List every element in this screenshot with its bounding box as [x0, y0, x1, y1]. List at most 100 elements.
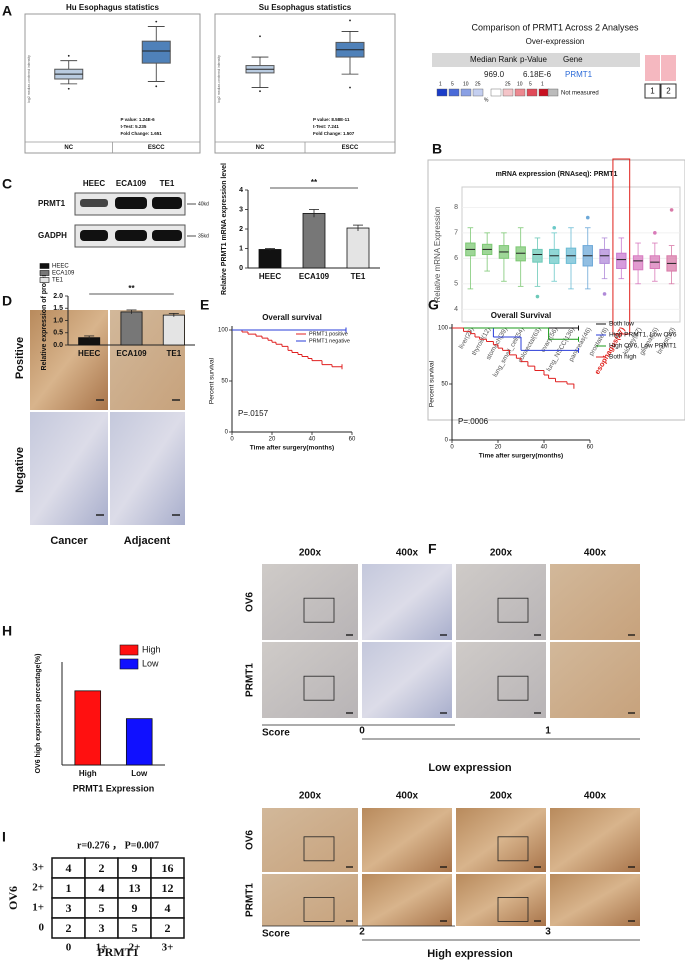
- y-tick-label: 0: [445, 438, 449, 444]
- x-tick-label: 60: [349, 437, 356, 443]
- legend-label: High OV6, Low PRMT1: [609, 343, 677, 350]
- y-tick-label: 1.0: [53, 317, 63, 324]
- chart-title: Hu Esophagus statistics: [66, 3, 159, 12]
- panel-frame: [214, 13, 396, 154]
- highlight-box: [612, 158, 631, 335]
- count-cell: 3: [66, 901, 72, 915]
- zoom-box: [303, 597, 335, 623]
- y-tick-label: 0: [239, 265, 243, 272]
- x-tick-label: ECA109: [299, 272, 330, 281]
- ihc-image: [550, 564, 640, 640]
- box: [141, 40, 171, 64]
- not-measured: Not measured: [561, 91, 599, 97]
- row-axis-label: OV6: [6, 886, 20, 910]
- survival-step: [307, 356, 312, 360]
- row-label: 1+: [32, 902, 44, 914]
- legend-swatch: [39, 277, 50, 283]
- score-value: 2: [359, 927, 365, 938]
- score-value: 1: [545, 726, 551, 737]
- ihc-image: [362, 564, 452, 640]
- sample-label: TE1: [160, 179, 175, 188]
- ihc-image: [362, 874, 452, 926]
- zoom-box: [497, 597, 529, 623]
- box: [616, 252, 627, 270]
- stat-text: Fold Change: 1.651: [121, 131, 163, 136]
- x-tick-label: TE1: [166, 349, 181, 358]
- ihc-image: [262, 564, 358, 640]
- y-tick-label: 7: [454, 230, 458, 237]
- x-tick-label: 0: [450, 445, 454, 451]
- zoom-box: [497, 836, 529, 862]
- ihc-image: [262, 874, 358, 926]
- survival-step: [509, 350, 517, 356]
- chart-title: Overall survival: [262, 313, 322, 322]
- analysis-box: [644, 83, 661, 99]
- analysis-label: 2: [666, 87, 671, 96]
- legend-label: PRMT1 negative: [309, 338, 350, 344]
- survival-step: [281, 344, 288, 347]
- scale-label: 25: [475, 81, 481, 87]
- ihc-image: [362, 808, 452, 872]
- outlier: [349, 19, 351, 22]
- zoom-box: [303, 675, 335, 701]
- analysis-box: [660, 83, 677, 99]
- scale-swatch: [514, 88, 526, 97]
- survival-step: [287, 346, 292, 351]
- y-tick-label: 4: [239, 187, 243, 194]
- significance-label: **: [128, 284, 135, 293]
- x-tick-label: 60: [587, 445, 594, 451]
- x-tick-label: NC: [64, 145, 73, 151]
- legend-label: TE1: [52, 278, 64, 284]
- scale-label: 25: [505, 81, 511, 87]
- survival-step: [474, 333, 480, 338]
- outlier: [155, 85, 158, 88]
- survival-step: [463, 328, 471, 332]
- scale-label: 10: [463, 81, 469, 87]
- y-tick-label: 50: [221, 379, 228, 385]
- y-tick-label: 100: [218, 328, 229, 334]
- survival-step: [261, 336, 268, 339]
- ihc-row-label: Positive: [14, 337, 26, 379]
- size-label: 40kd: [198, 201, 209, 207]
- score-label: Score: [262, 929, 290, 940]
- panel-frame: [427, 159, 685, 421]
- survival-step: [548, 375, 556, 379]
- col-label: 3+: [162, 942, 174, 954]
- onco-cell: [661, 55, 676, 81]
- analysis-label: 1: [650, 87, 655, 96]
- y-tick-label: 50: [441, 382, 448, 388]
- x-tick-label: 20: [495, 445, 502, 451]
- ihc-col-label: Cancer: [50, 535, 88, 547]
- bar: [258, 249, 282, 269]
- scale-swatch: [460, 88, 472, 97]
- x-tick-label: 40: [309, 437, 316, 443]
- chart-title: Overall Survival: [491, 311, 551, 320]
- score-value: 3: [545, 927, 551, 938]
- count-cell: 4: [165, 901, 171, 915]
- scale-swatch: [436, 88, 448, 97]
- count-cell: 5: [132, 921, 138, 935]
- y-tick-label: 0: [225, 430, 229, 436]
- x-axis-label: PRMT1 Expression: [73, 783, 155, 793]
- ihc-image: [550, 642, 640, 718]
- y-tick-label: 4: [454, 306, 458, 313]
- bar: [302, 212, 326, 269]
- legend-label: Both high: [609, 354, 637, 361]
- count-cell: 9: [132, 861, 138, 875]
- legend-label: HEEC: [52, 264, 69, 270]
- survival-step: [497, 344, 503, 349]
- survival-step: [520, 358, 528, 363]
- scale-label: 1: [439, 81, 442, 87]
- sample-label: ECA109: [116, 179, 147, 188]
- scale-label: 1: [541, 81, 544, 87]
- legend-swatch: [119, 658, 139, 670]
- legend-label: Both low: [609, 321, 634, 328]
- ihc-row-label: Negative: [14, 447, 26, 493]
- x-tick-label: 20: [269, 437, 276, 443]
- x-tick-label: 0: [230, 437, 234, 443]
- protein-label: PRMT1: [38, 199, 66, 208]
- zoom-box: [497, 897, 529, 922]
- outlier: [585, 215, 590, 220]
- box: [549, 248, 560, 264]
